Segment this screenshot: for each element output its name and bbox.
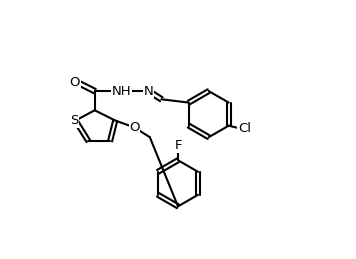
Text: F: F bbox=[174, 139, 182, 152]
Text: O: O bbox=[69, 76, 80, 89]
Text: NH: NH bbox=[112, 85, 131, 98]
Text: O: O bbox=[129, 121, 140, 134]
Text: N: N bbox=[144, 85, 153, 98]
Text: S: S bbox=[70, 114, 78, 127]
Text: Cl: Cl bbox=[238, 122, 251, 135]
